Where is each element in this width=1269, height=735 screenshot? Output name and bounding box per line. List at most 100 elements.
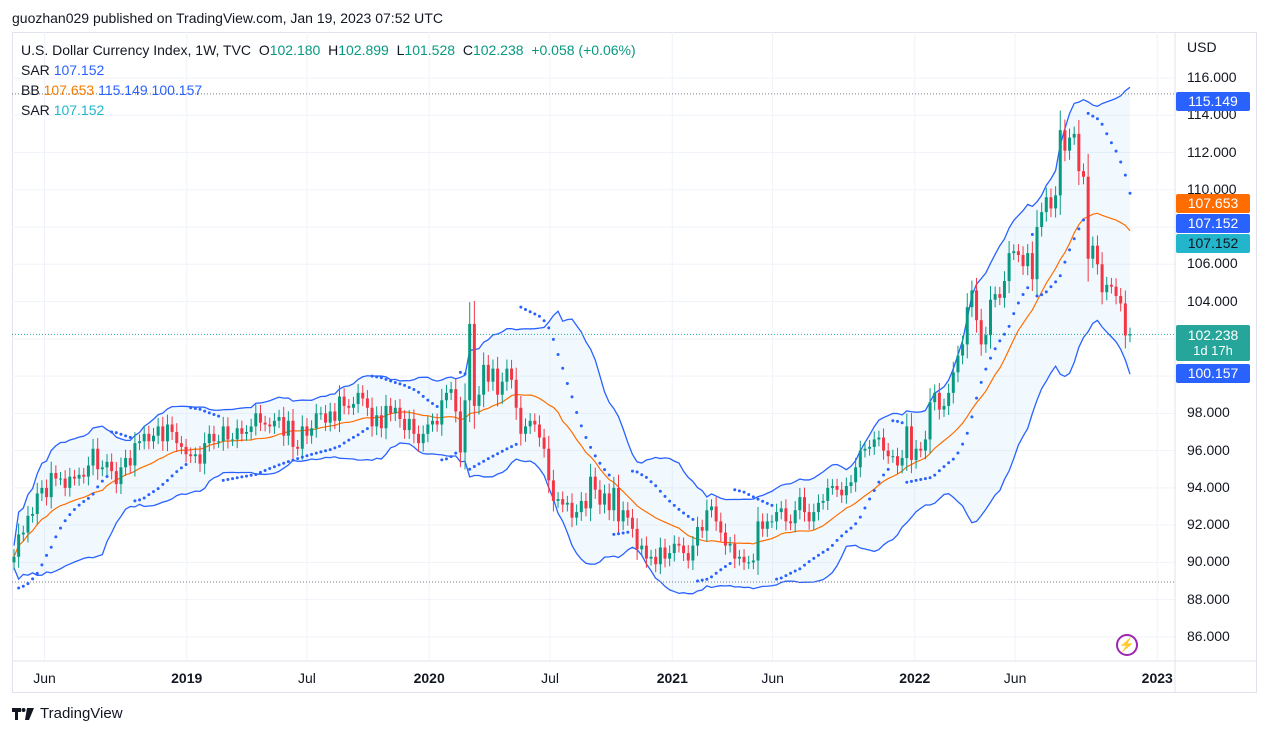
- sar-dot: [933, 473, 937, 477]
- candle-body: [277, 417, 281, 421]
- candle-body: [505, 368, 509, 382]
- sar-dot: [1091, 114, 1095, 118]
- sar-dot: [537, 314, 541, 318]
- candle-body: [728, 543, 732, 546]
- candle-body: [598, 489, 602, 505]
- sar-dot: [779, 576, 783, 580]
- bb-legend[interactable]: BB 107.653 115.149 100.157: [21, 80, 202, 100]
- candle-body: [1040, 212, 1044, 228]
- candle-body: [1021, 254, 1025, 267]
- sar-dot: [765, 501, 769, 505]
- candle-body: [365, 398, 369, 408]
- candle-body: [263, 422, 267, 425]
- candle-body: [896, 456, 899, 466]
- sar-dot: [356, 433, 360, 437]
- sar-dot: [635, 470, 639, 474]
- sar-dot: [491, 454, 495, 458]
- symbol-title[interactable]: U.S. Dollar Currency Index, 1W, TVC: [21, 42, 252, 58]
- candle-body: [765, 521, 769, 529]
- candle-body: [296, 446, 300, 449]
- candle-body: [82, 474, 86, 477]
- candle-body: [212, 433, 216, 442]
- candle-body: [152, 435, 155, 442]
- candle-body: [1109, 284, 1113, 287]
- candle-body: [1123, 303, 1127, 336]
- sar-legend-1[interactable]: SAR 107.152: [21, 60, 104, 80]
- close-value: 102.238: [472, 42, 524, 58]
- sar-dot: [328, 448, 332, 452]
- sar-dot: [291, 458, 295, 462]
- candle-body: [96, 448, 100, 470]
- candle-body: [942, 405, 946, 410]
- sar-dot: [403, 383, 407, 387]
- candle-body: [528, 420, 532, 427]
- sar-dot: [1100, 122, 1104, 126]
- sar-dot: [310, 452, 314, 456]
- sar-dot: [96, 485, 100, 489]
- candle-body: [156, 426, 160, 436]
- sar-dot: [816, 553, 820, 557]
- lightning-icon[interactable]: ⚡: [1116, 634, 1138, 656]
- sar-dot: [561, 366, 565, 370]
- candle-body: [630, 517, 634, 529]
- candle-body: [984, 335, 988, 345]
- candle-body: [1068, 137, 1072, 151]
- candle-body: [812, 512, 816, 522]
- candle-body: [524, 426, 527, 434]
- candle-body: [640, 545, 644, 550]
- candle-body: [537, 424, 541, 438]
- candle-body: [324, 413, 328, 423]
- sar-dot: [133, 499, 137, 503]
- sar-dot: [198, 407, 202, 411]
- candle-body: [221, 426, 225, 442]
- sar-dot: [668, 499, 672, 503]
- candle-body: [217, 441, 221, 443]
- time-tick: 2023: [1141, 670, 1173, 686]
- candle-body: [919, 448, 923, 451]
- currency-label: USD: [1187, 39, 1217, 55]
- sar-dot: [705, 577, 709, 581]
- candle-body: [175, 431, 179, 444]
- candle-body: [86, 465, 90, 477]
- sar-dot: [914, 478, 918, 482]
- sar-dot: [551, 337, 555, 341]
- candle-body: [342, 396, 346, 406]
- sar-legend-2[interactable]: SAR 107.152: [21, 100, 104, 120]
- candle-body: [77, 474, 81, 479]
- sar-dot: [375, 375, 379, 379]
- candle-body: [844, 485, 848, 496]
- candle-body: [649, 556, 653, 559]
- sar-dot: [947, 461, 951, 465]
- candle-body: [1016, 251, 1020, 255]
- candle-body: [705, 510, 709, 531]
- sar-dot: [347, 438, 351, 442]
- candle-body: [840, 489, 844, 496]
- bb-upper-value: 115.149: [98, 82, 148, 98]
- candle-body: [561, 499, 565, 505]
- time-tick: 2022: [899, 670, 931, 686]
- sar-dot: [514, 442, 518, 446]
- low-label: L: [396, 42, 405, 58]
- price-tick: 98.000: [1187, 404, 1230, 421]
- candle-body: [696, 526, 700, 546]
- sar-value: 107.152: [53, 102, 105, 118]
- candle-body: [319, 413, 323, 415]
- candle-body: [603, 493, 607, 505]
- price-chart[interactable]: [12, 32, 1257, 693]
- candle-body: [398, 407, 402, 419]
- candle-body: [877, 437, 881, 440]
- sar-dot: [193, 407, 197, 411]
- candle-body: [45, 487, 49, 498]
- candle-body: [742, 556, 746, 563]
- sar-dot: [417, 390, 421, 394]
- time-tick: 2020: [413, 670, 445, 686]
- sar-dot: [658, 489, 662, 493]
- sar-dot: [1016, 301, 1020, 305]
- bb-fill: [14, 87, 1130, 594]
- candle-body: [956, 355, 960, 373]
- bb-lower-price-label: 100.157: [1176, 364, 1250, 383]
- sar-dot: [296, 457, 300, 461]
- tradingview-logo[interactable]: TradingView: [12, 705, 123, 722]
- sar-dot: [1026, 286, 1030, 290]
- candle-body: [21, 532, 25, 535]
